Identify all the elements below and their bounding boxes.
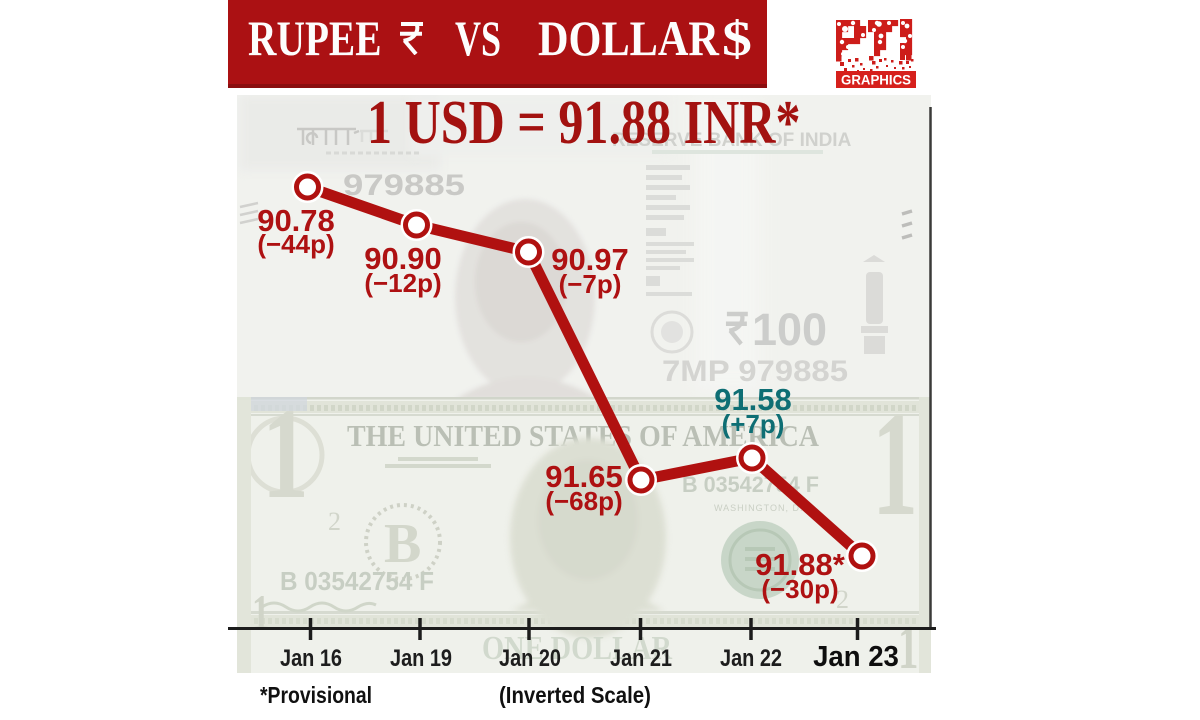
svg-text:B: B	[384, 513, 421, 575]
svg-text:100: 100	[752, 304, 827, 355]
svg-text:979885: 979885	[343, 169, 465, 202]
svg-text:RESERVE BANK OF INDIA: RESERVE BANK OF INDIA	[612, 130, 852, 151]
svg-text:GRAPHICS: GRAPHICS	[841, 73, 911, 88]
svg-text:1: 1	[262, 381, 309, 526]
svg-text:WASHINGTON, D.C.: WASHINGTON, D.C.	[714, 503, 815, 513]
svg-text:1: 1	[872, 381, 918, 548]
svg-text:1: 1	[252, 586, 269, 640]
svg-text:2: 2	[836, 585, 849, 614]
svg-text:B 03542754 F: B 03542754 F	[280, 566, 434, 596]
svg-text:2: 2	[328, 507, 341, 536]
svg-text:7MP 979885: 7MP 979885	[662, 355, 848, 388]
